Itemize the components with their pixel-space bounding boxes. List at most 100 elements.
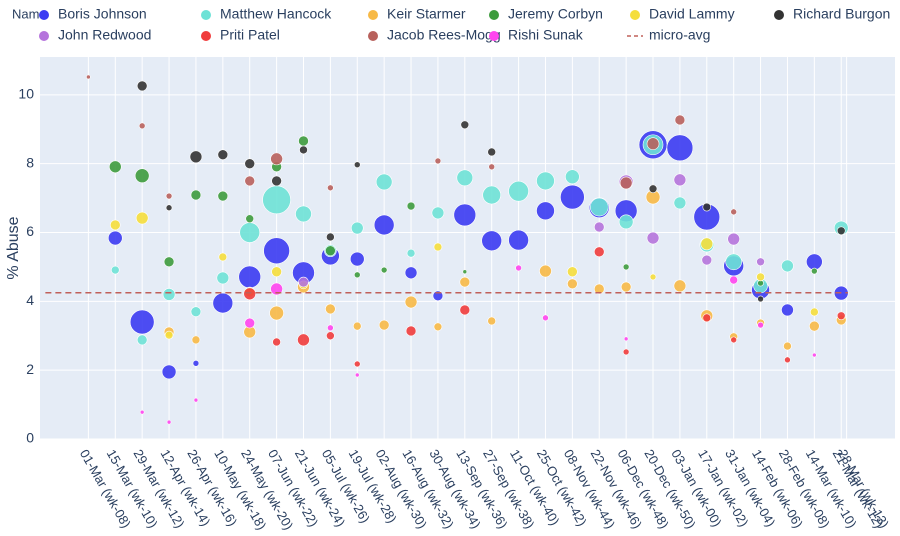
bubble [811,267,818,275]
bubble [784,356,791,364]
bubble [271,266,282,278]
bubble [459,276,471,288]
bubble [623,336,629,342]
bubble [730,208,737,216]
bubble [191,335,201,345]
y-tick-label: 2 [26,361,34,377]
bubble [646,137,660,151]
bubble [727,232,740,246]
bubble [593,283,605,295]
bubble [299,145,308,155]
bubble [781,303,794,317]
legend-label: David Lammy [649,6,735,22]
y-tick-label: 6 [26,223,34,239]
legend-label: Rishi Sunak [508,27,584,43]
bubble [488,163,495,171]
bubble [327,184,334,192]
bubble [674,114,686,126]
bubble [434,157,442,165]
legend-swatch [201,31,211,41]
bubble [217,190,229,202]
bubble [161,364,177,380]
bubble [349,251,365,267]
bubble [217,149,229,161]
bubble [129,309,155,335]
bubble [700,237,714,251]
bubble [350,221,364,235]
bubble [297,333,310,347]
bubble [163,256,175,268]
legend-swatch [201,10,211,20]
bubble [673,173,687,187]
legend-label: John Redwood [58,27,151,43]
bubble [729,275,738,285]
bubble [456,169,474,187]
bubble [781,259,794,273]
bubble [622,348,630,356]
bubble [107,230,123,246]
legend-title: Name [12,6,47,21]
bubble [405,325,417,337]
bubble [593,221,605,233]
bubble [190,189,202,201]
bubble [406,248,416,258]
bubble [245,214,255,224]
legend-label: Jacob Rees-Mogg [387,27,501,43]
bubble [702,313,712,323]
bubble [135,211,149,225]
bubble [272,337,281,347]
bubble [481,230,502,252]
bubble [757,295,764,303]
bubble [809,320,820,332]
bubble [618,214,634,230]
legend-label: Jeremy Corbyn [508,6,603,22]
bubble [136,80,148,92]
legend-label: Keir Starmer [387,6,466,22]
bubble [162,288,176,301]
bubble [701,254,713,266]
bubble [325,245,336,257]
bubble [136,334,148,346]
bubble [295,205,312,223]
bubble [646,231,660,245]
bubble [353,271,361,279]
bubble [139,409,145,415]
legend-swatch [368,10,378,20]
bubble [216,271,230,285]
bubble [212,292,234,314]
bubble [482,185,501,205]
bubble [244,175,256,187]
bubble [327,324,334,332]
legend-label: Priti Patel [220,27,280,43]
bubble [649,273,657,281]
bubble [375,173,393,191]
bubble [165,192,173,200]
bubble [567,278,578,290]
bubble [783,341,792,351]
bubble [109,219,121,231]
legend-label: micro-avg [649,27,710,43]
bubble [433,322,443,332]
bubble [622,263,630,271]
bubble [270,152,283,166]
bubble [433,242,443,252]
y-axis-title: % Abuse [5,216,22,279]
bubble [560,184,585,210]
y-tick-label: 0 [26,430,34,446]
bubble [673,279,687,293]
legend-swatch [39,10,49,20]
bubble [166,419,172,425]
bubble [515,264,522,272]
bubble [380,266,388,274]
bubble [326,232,335,242]
bubble [725,253,742,271]
bubble [459,304,471,316]
bubble [810,307,819,317]
legend-label: Matthew Hancock [220,6,332,22]
bubble [238,265,262,289]
bubble [138,122,146,130]
bubble [86,74,91,80]
bubble [271,175,282,187]
bubble [593,246,605,258]
